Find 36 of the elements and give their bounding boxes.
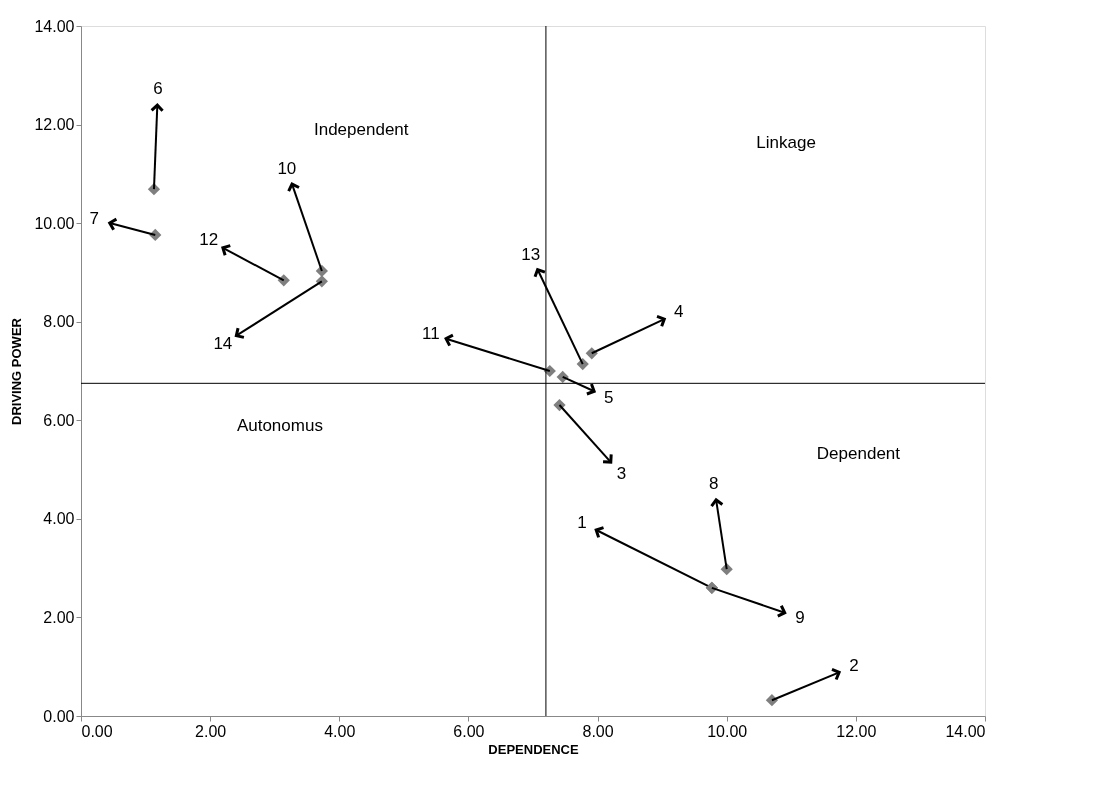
- text: 7: [89, 208, 99, 228]
- x-tick-label: 0.00: [81, 722, 113, 740]
- x-tick-label: 6.00: [453, 722, 485, 740]
- text: 1: [577, 512, 587, 532]
- annotation: Linkage: [756, 133, 816, 153]
- y-tick-label: 2.00: [43, 608, 75, 626]
- annotation: Dependent: [816, 443, 901, 463]
- text: 6: [153, 79, 163, 99]
- y-tick-label: 12.00: [34, 116, 75, 134]
- x-tick-label: 12.00: [836, 722, 877, 740]
- text: 13: [521, 245, 541, 265]
- y-tick-label: 8.00: [43, 313, 75, 331]
- annotation: Autonomus: [236, 416, 323, 436]
- x-axis-title: DEPENDENCE: [488, 741, 579, 757]
- text: 9: [795, 607, 805, 627]
- annotation: Independent: [313, 119, 409, 139]
- x-tick-label: 8.00: [582, 722, 614, 740]
- y-tick-label: 14.00: [34, 17, 75, 35]
- text: 14: [213, 334, 233, 354]
- y-tick-label: 10.00: [34, 214, 75, 232]
- text: 3: [616, 464, 627, 484]
- text: 10: [277, 158, 297, 178]
- text: 5: [603, 387, 614, 407]
- text: 2: [849, 656, 859, 676]
- text: 4: [674, 302, 684, 322]
- x-tick-label: 10.00: [707, 722, 748, 740]
- x-tick-label: 4.00: [324, 722, 356, 740]
- text: 12: [199, 230, 219, 250]
- x-tick-label: 2.00: [195, 722, 227, 740]
- text: 8: [708, 474, 719, 494]
- y-axis-title: DRIVING POWER: [9, 317, 25, 425]
- x-tick-label: 14.00: [945, 722, 986, 740]
- y-tick-label: 0.00: [43, 707, 75, 725]
- y-tick-label: 6.00: [43, 411, 75, 429]
- text: 11: [421, 324, 440, 343]
- y-tick-label: 4.00: [43, 510, 75, 528]
